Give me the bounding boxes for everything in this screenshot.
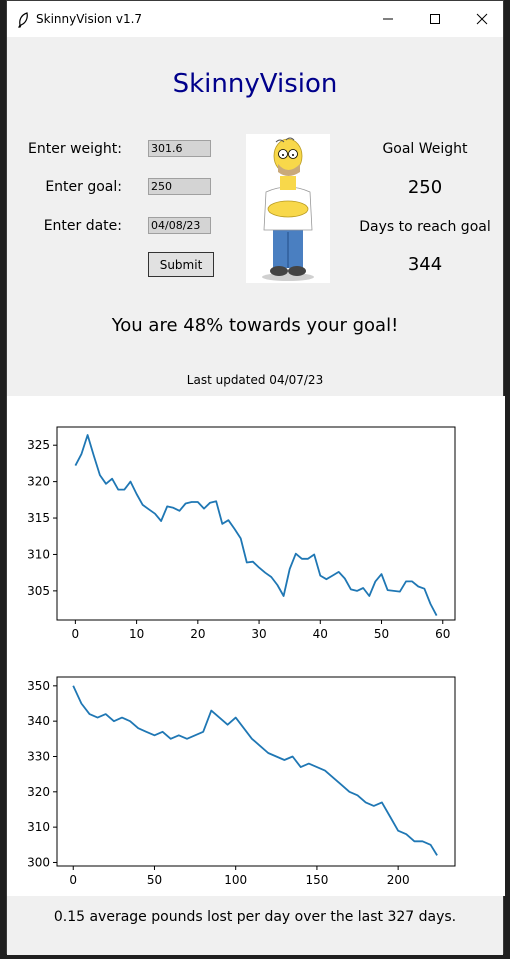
plot-frame (56, 676, 456, 867)
y-tick-label: 340 (27, 714, 50, 728)
plot-frame (56, 426, 456, 621)
minimize-button[interactable] (365, 1, 411, 37)
app-content: SkinnyVision Enter weight: Enter goal: E… (7, 37, 505, 955)
x-tick-label: 10 (129, 627, 144, 641)
footer-summary: 0.15 average pounds lost per day over th… (53, 909, 457, 925)
x-tick-label: 100 (224, 873, 247, 887)
date-input[interactable] (148, 217, 211, 234)
weight-series-line (74, 434, 438, 617)
title-bar: SkinnyVision v1.7 (7, 1, 503, 37)
homer-image (246, 134, 330, 283)
maximize-button[interactable] (412, 1, 458, 37)
last-updated-text: Last updated 04/07/23 (186, 373, 324, 387)
weight-chart-recent: 0 10 20 30 40 50 60 305 310 315 320 325 (27, 426, 456, 641)
minimize-icon (383, 18, 393, 20)
days-to-goal-value: 344 (407, 254, 443, 275)
x-tick-label: 30 (251, 627, 266, 641)
y-tick-label: 350 (27, 679, 50, 693)
homer-figure (262, 137, 314, 281)
x-tick-label: 150 (305, 873, 328, 887)
x-tick-label: 200 (387, 873, 410, 887)
y-tick-label: 320 (27, 475, 50, 489)
y-tick-label: 300 (27, 855, 50, 869)
y-tick-label: 310 (27, 547, 50, 561)
x-tick-label: 0 (69, 873, 77, 887)
x-tick-label: 0 (72, 627, 80, 641)
window-title: SkinnyVision v1.7 (36, 12, 143, 26)
plots-area: 0 10 20 30 40 50 60 305 310 315 320 325 0 50 100 150 20… (7, 396, 505, 896)
weight-input[interactable] (148, 140, 211, 157)
close-button[interactable] (459, 1, 505, 37)
date-label: Enter date: (43, 218, 122, 234)
y-tick-label: 310 (27, 820, 50, 834)
goal-weight-label: Goal Weight (382, 141, 468, 157)
days-to-goal-label: Days to reach goal (359, 219, 491, 235)
progress-text: You are 48% towards your goal! (111, 315, 399, 336)
x-tick-label: 40 (313, 627, 328, 641)
weight-chart-all: 0 50 100 150 200 300 310 320 330 340 350 (27, 676, 456, 887)
goal-label: Enter goal: (45, 179, 122, 195)
weight-series-line (72, 685, 438, 856)
x-tick-label: 50 (374, 627, 389, 641)
x-tick-label: 50 (147, 873, 162, 887)
y-tick-label: 305 (27, 584, 50, 598)
goal-weight-value: 250 (407, 177, 443, 198)
goal-input[interactable] (148, 178, 211, 195)
weight-label: Enter weight: (28, 141, 122, 157)
feather-icon (18, 12, 28, 28)
close-icon (476, 13, 488, 25)
x-tick-label: 60 (435, 627, 450, 641)
maximize-icon (430, 14, 440, 24)
y-tick-label: 330 (27, 749, 50, 763)
x-tick-label: 20 (190, 627, 205, 641)
submit-button[interactable]: Submit (148, 252, 214, 277)
y-tick-label: 325 (27, 438, 50, 452)
y-tick-label: 315 (27, 511, 50, 525)
y-tick-label: 320 (27, 785, 50, 799)
app-title: SkinnyVision (172, 69, 338, 99)
app-window: SkinnyVision v1.7 SkinnyVision Enter wei… (6, 0, 505, 955)
